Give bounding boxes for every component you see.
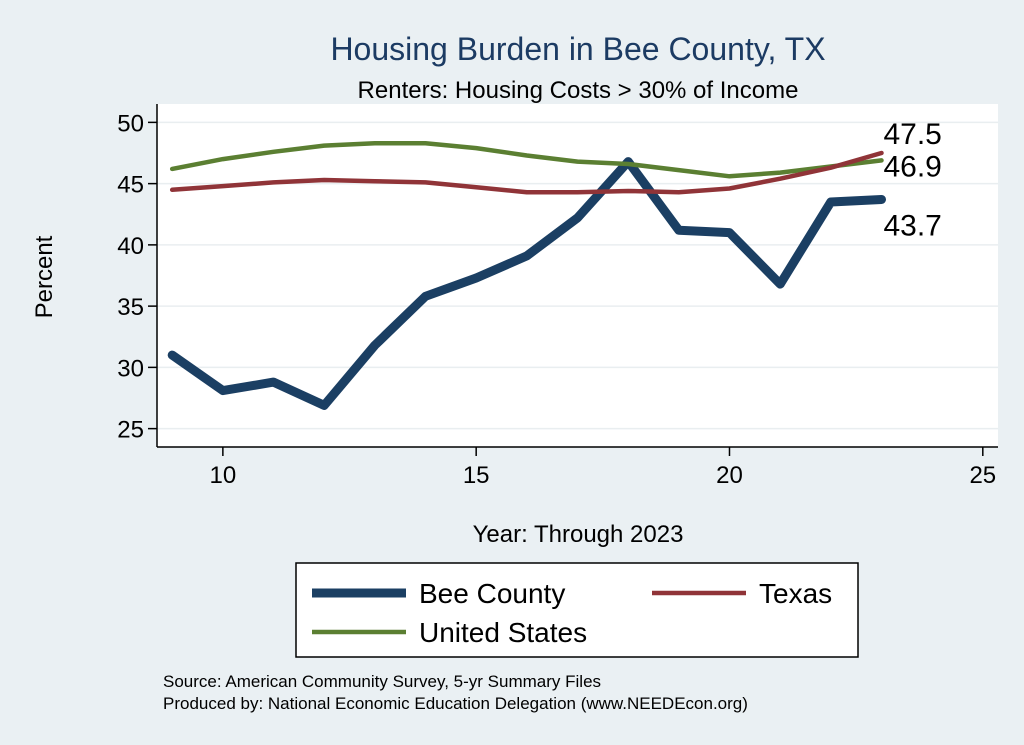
series-line-bee-county: [167, 157, 886, 410]
end-label-bee-county: 43.7: [883, 210, 941, 243]
axes: [156, 104, 998, 448]
x-tick-label: 10: [210, 462, 237, 489]
end-label-texas: 47.5: [883, 118, 941, 151]
series-line-united-states: [169, 140, 884, 179]
y-axis-label: Percent: [31, 235, 58, 318]
produced-by-line: Produced by: National Economic Education…: [163, 694, 748, 713]
y-tick-label: 30: [117, 355, 144, 382]
gridlines: [157, 121, 998, 430]
legend-label: Bee County: [419, 578, 565, 609]
y-tick-label: 45: [117, 172, 144, 199]
legend-label: Texas: [759, 578, 832, 609]
x-tick-label: 25: [969, 462, 996, 489]
y-tick-label: 40: [117, 233, 144, 260]
legend-label: United States: [419, 617, 587, 648]
y-tick-label: 35: [117, 294, 144, 321]
x-tick-label: 15: [463, 462, 490, 489]
y-tick-label: 25: [117, 417, 144, 444]
end-labels: 43.7 47.546.9: [883, 118, 941, 243]
legend-box: [295, 562, 859, 658]
end-label-united-states: 46.9: [883, 150, 941, 183]
y-tick-label: 50: [117, 110, 144, 137]
chart-subtitle: Renters: Housing Costs > 30% of Income: [358, 77, 799, 104]
series-lines: [167, 140, 886, 410]
chart-title: Housing Burden in Bee County, TX: [330, 31, 825, 67]
x-tick-label: 20: [716, 462, 743, 489]
ticks: 25 30 35 40 45 50 10 15 20 25: [117, 110, 996, 489]
series-line-texas: [169, 150, 884, 195]
source-line: Source: American Community Survey, 5-yr …: [163, 672, 601, 691]
legend: Bee County Texas United States: [312, 578, 832, 648]
x-axis-label: Year: Through 2023: [473, 521, 684, 548]
